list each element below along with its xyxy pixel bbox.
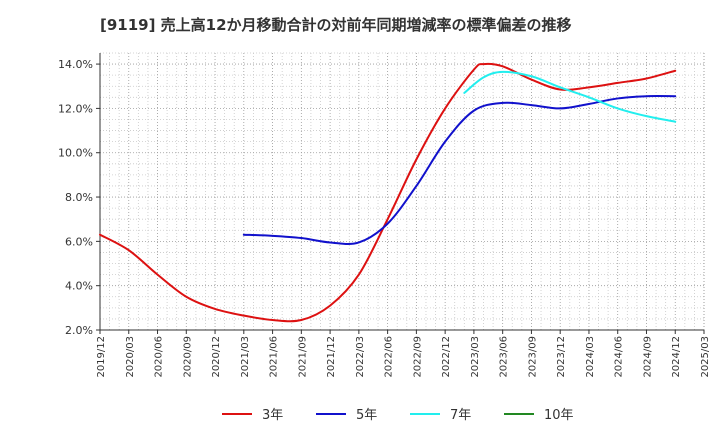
x-tick-label: 2021/03 [240,336,251,378]
x-tick-label: 2021/09 [297,336,308,378]
legend-item-10yr: 10年 [504,408,574,423]
legend-label: 10年 [544,408,574,423]
axes [99,53,705,331]
x-tick-label: 2020/03 [125,336,136,378]
x-tick-label: 2020/06 [154,336,165,378]
x-tick-label: 2023/09 [527,336,538,378]
x-tick-label: 2020/12 [211,336,222,378]
y-tick-label: 6.0% [65,235,93,248]
series-line-5yr [242,95,677,246]
x-tick-label: 2024/06 [614,336,625,378]
x-axis-ticks: 2019/12 2020/03 2020/06 2020/09 2020/12 2021/… [96,330,711,378]
y-tick-label: 8.0% [65,191,93,204]
legend-item-5yr: 5年 [316,408,377,423]
series-line-7yr [463,70,677,123]
legend: 3年 5年 7年 10年 [222,408,574,423]
x-tick-label: 2019/12 [96,336,107,378]
series-lines [99,62,677,323]
legend-label: 5年 [356,408,377,423]
x-tick-label: 2021/06 [269,336,280,378]
y-tick-label: 10.0% [58,147,93,160]
y-tick-label: 2.0% [65,324,93,337]
x-tick-label: 2023/12 [556,336,567,378]
x-tick-label: 2023/03 [470,336,481,378]
chart-title: [9119] 売上高12か月移動合計の対前年同期増減率の標準偏差の推移 [100,16,572,34]
y-tick-label: 4.0% [65,280,93,293]
x-tick-label: 2023/06 [499,336,510,378]
x-tick-label: 2024/09 [642,336,653,378]
x-tick-label: 2025/03 [700,336,711,378]
x-tick-label: 2024/12 [671,336,682,378]
legend-item-7yr: 7年 [410,408,471,423]
x-tick-label: 2021/12 [326,336,337,378]
legend-label: 3年 [262,408,283,423]
y-axis-ticks: 2.0% 4.0% 6.0% 8.0% 10.0% 12.0% 14.0% [58,58,100,337]
x-tick-label: 2022/03 [355,336,366,378]
legend-label: 7年 [450,408,471,423]
x-tick-label: 2022/12 [441,336,452,378]
x-tick-label: 2022/09 [412,336,423,378]
x-tick-label: 2020/09 [182,336,193,378]
x-tick-label: 2024/03 [585,336,596,378]
series-line-3yr [99,62,677,323]
legend-item-3yr: 3年 [222,408,283,423]
y-tick-label: 14.0% [58,58,93,71]
y-tick-label: 12.0% [58,102,93,115]
plot-area [100,53,704,330]
x-tick-label: 2022/06 [384,336,395,378]
